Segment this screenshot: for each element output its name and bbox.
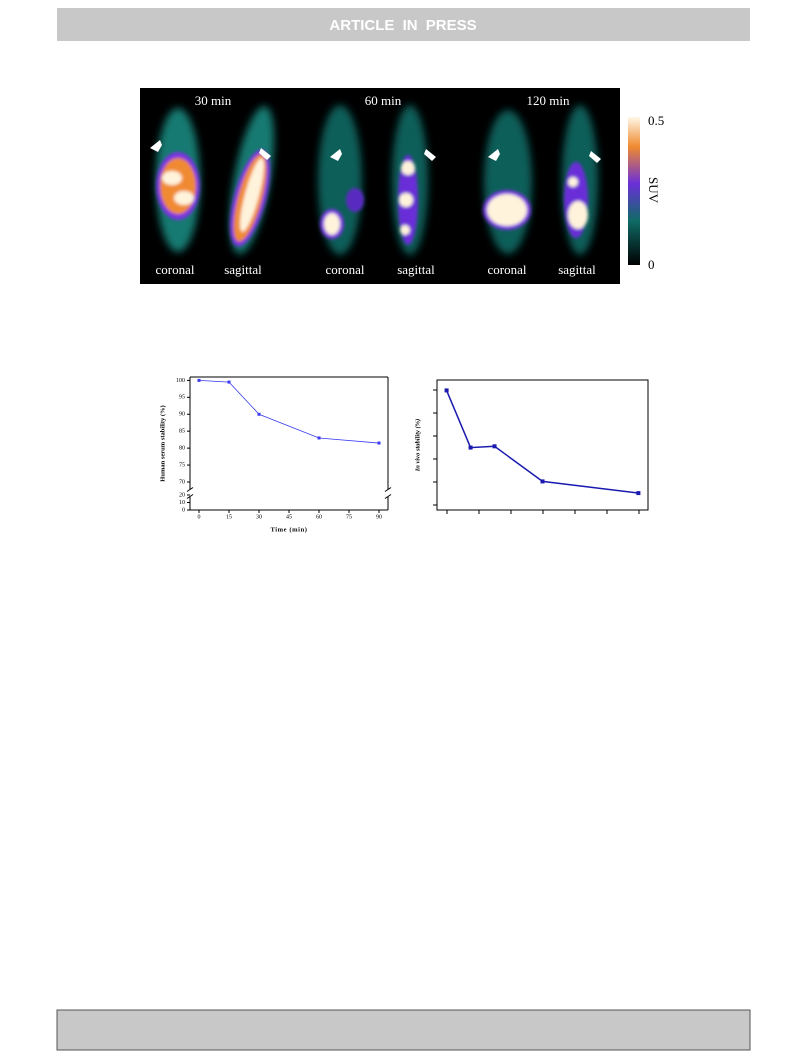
x-tick-label: 15: [226, 514, 232, 520]
time-label: 120 min: [527, 93, 570, 108]
x-tick-label: 30: [256, 514, 262, 520]
colorbar-min: 0: [648, 257, 655, 272]
time-label: 60 min: [365, 93, 402, 108]
marker: [377, 441, 381, 445]
colorbar-label: SUV: [646, 177, 661, 204]
series-line: [198, 379, 380, 444]
y-tick-label: 75: [179, 462, 185, 468]
y-tick-label: 20: [179, 492, 185, 498]
x-tick-label: 75: [346, 514, 352, 520]
marker: [540, 479, 545, 484]
chart2-ticks: [433, 389, 640, 514]
view-label: sagittal: [397, 262, 435, 277]
marker: [444, 388, 449, 393]
colorbar-max: 0.5: [648, 113, 664, 128]
time-label: 30 min: [195, 93, 232, 108]
marker: [227, 380, 231, 384]
x-tick-label: 60: [316, 514, 322, 520]
x-axis-label: Time (min): [270, 526, 307, 533]
marker: [492, 444, 497, 449]
y-tick-label: 95: [179, 395, 185, 401]
header-title: ARTICLE IN PRESS: [329, 17, 476, 34]
header-bar: [57, 8, 750, 41]
axis-break: [186, 487, 194, 492]
view-label: sagittal: [558, 262, 596, 277]
y-tick-label: 100: [176, 378, 185, 384]
x-tick-label: 90: [376, 514, 382, 520]
series-line: [445, 390, 639, 494]
y-tick-label: 85: [179, 429, 185, 435]
marker: [317, 436, 321, 440]
marker: [257, 412, 261, 416]
axis-break: [384, 494, 392, 499]
marker: [197, 378, 201, 382]
y-tick-label: 70: [179, 479, 185, 485]
y-tick-label: 90: [179, 412, 185, 418]
footer-bar: [56, 1009, 751, 1051]
axis-break: [186, 494, 194, 499]
view-label: coronal: [488, 262, 527, 277]
x-tick-label: 45: [286, 514, 292, 520]
marker: [468, 445, 473, 450]
view-label: coronal: [156, 262, 195, 277]
view-label: sagittal: [224, 262, 262, 277]
y-axis-label: Human serum stability (%): [159, 405, 166, 481]
pet-image: [140, 88, 640, 284]
view-label: coronal: [326, 262, 365, 277]
y-tick-label: 80: [179, 446, 185, 452]
x-tick-label: 0: [198, 514, 201, 520]
y-tick-label: 10: [179, 500, 185, 506]
marker: [636, 491, 641, 496]
y-axis-label: In vivo stability (%): [414, 419, 421, 473]
axis-break: [384, 487, 392, 492]
y-tick-label: 0: [182, 507, 185, 513]
plot-frame: [436, 379, 649, 511]
